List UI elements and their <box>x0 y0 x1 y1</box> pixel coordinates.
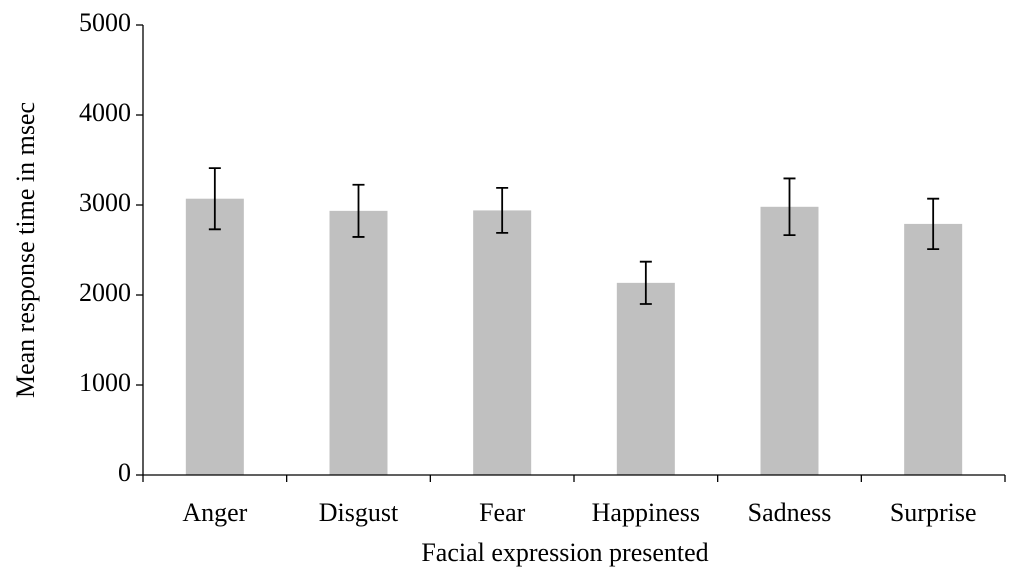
y-tick-label: 3000 <box>79 188 131 217</box>
bar <box>329 210 388 475</box>
bar <box>473 210 532 475</box>
y-tick-label: 2000 <box>79 278 131 307</box>
x-axis-label: Facial expression presented <box>421 538 708 567</box>
bar <box>760 206 819 476</box>
x-tick-label: Anger <box>182 498 247 527</box>
x-tick-label: Sadness <box>748 498 832 527</box>
error-bar <box>208 167 221 231</box>
y-tick-label: 1000 <box>79 368 131 397</box>
bar <box>185 198 244 475</box>
y-tick-label: 5000 <box>79 8 131 37</box>
y-axis-label: Mean response time in msec <box>11 102 40 398</box>
y-tick-label: 0 <box>118 458 131 487</box>
error-bar <box>783 177 796 237</box>
y-tick-label: 4000 <box>79 98 131 127</box>
x-tick-label: Happiness <box>592 498 700 527</box>
error-bar <box>927 197 940 250</box>
error-bar <box>639 260 652 305</box>
x-tick-label: Surprise <box>890 498 977 527</box>
bar <box>616 282 675 475</box>
x-tick-label: Disgust <box>319 498 399 527</box>
error-bar <box>496 187 509 234</box>
error-bar <box>352 183 365 238</box>
x-tick-label: Fear <box>479 498 526 527</box>
bar <box>904 223 963 475</box>
